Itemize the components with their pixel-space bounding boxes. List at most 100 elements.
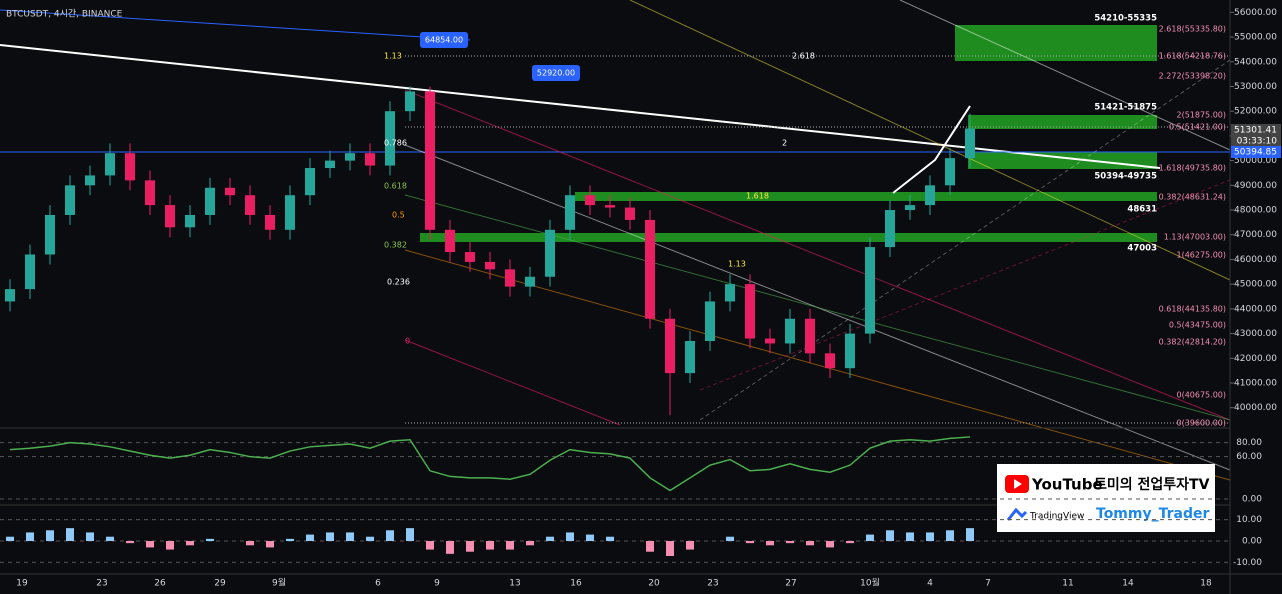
candle-body [545, 229, 555, 277]
x-tick-label: 20 [648, 579, 660, 589]
candle-body [345, 153, 355, 161]
y-tick-label: 46000.00 [1234, 255, 1277, 265]
fib-left-label: 0.382 [384, 241, 407, 250]
macd-bar [566, 532, 574, 541]
candle-body [705, 301, 715, 341]
macd-bar [906, 532, 914, 541]
candle-body [45, 214, 55, 255]
macd-bar [426, 541, 434, 550]
channel [404, 89, 1231, 421]
macd-bar [466, 541, 474, 552]
candle-body [385, 111, 395, 166]
candle-body [925, 185, 935, 206]
fib-label: 0.382(42814.20) [1159, 338, 1226, 347]
candle-body [65, 185, 75, 215]
candle-body [145, 180, 155, 206]
macd-bar [46, 530, 54, 541]
zone [420, 233, 1157, 242]
zone-label: 47003 [1127, 244, 1157, 254]
macd-bar [746, 541, 754, 544]
candle-body [845, 333, 855, 369]
macd-bar [446, 541, 454, 554]
y-tick-label: 54000.00 [1234, 57, 1277, 67]
zone-label: 48631 [1127, 205, 1157, 215]
candle-body [825, 353, 835, 369]
candle-body [245, 195, 255, 215]
channel [404, 194, 1231, 421]
fib-label: 1(46275.00) [1176, 251, 1226, 260]
candle-body [485, 261, 495, 270]
x-tick-label: 9 [434, 579, 440, 589]
macd-bar [146, 541, 154, 548]
handle: Tommy_Trader [1096, 506, 1209, 522]
zone-label: 54210-55335 [1094, 14, 1157, 24]
fib-label: 0.618(44135.80) [1159, 305, 1226, 314]
zone [968, 115, 1157, 129]
candle-body [365, 153, 375, 166]
callout-bg [532, 65, 580, 81]
macd-bar [186, 541, 194, 546]
macd-bar [846, 541, 854, 544]
y-tick-label: 45000.00 [1234, 280, 1277, 290]
fib-left-label: 1.13 [384, 52, 402, 61]
zone [575, 192, 1157, 201]
candle-body [965, 128, 975, 159]
macd-bar [646, 541, 654, 552]
fib-label: 1.13(47003.00) [1164, 233, 1226, 242]
zone [968, 152, 1157, 169]
y-tick-label: 47000.00 [1234, 230, 1277, 240]
candle-body [665, 318, 675, 374]
candle-body [445, 229, 455, 253]
youtube: YouTube [1031, 476, 1103, 494]
arrow [892, 105, 971, 194]
fib-label: 2(51875.00) [1176, 111, 1226, 120]
fib-label: 2.618(55335.80) [1159, 25, 1226, 34]
y-tick-label: 50000.00 [1234, 156, 1277, 166]
macd-bar [866, 534, 874, 541]
macd-bar [26, 532, 34, 541]
x-tick-label: 26 [154, 579, 166, 589]
candle-body [605, 205, 615, 208]
macd-bar [666, 541, 674, 556]
callout: 64854.00 [425, 36, 463, 45]
x-tick-label: 7 [985, 579, 991, 589]
macd-bar [486, 541, 494, 550]
macd-bar [106, 536, 114, 541]
macd-tick-label: 10.00 [1236, 515, 1262, 525]
fib-label: 1.618(49735.80) [1159, 164, 1226, 173]
candle-body [305, 168, 315, 196]
candle-body [125, 153, 135, 181]
candle-body [625, 207, 635, 220]
x-tick-label: 9월 [272, 577, 286, 589]
y-tick-label: 53000.00 [1234, 82, 1277, 92]
macd-bar [366, 536, 374, 541]
channel [899, 0, 1231, 151]
y-tick-label: 44000.00 [1234, 304, 1277, 314]
x-tick-label: 16 [570, 579, 582, 589]
channel [404, 249, 1231, 481]
chart-title: BTCUSDT, 4시간, BINANCE [6, 9, 123, 20]
macd-bar [526, 541, 534, 546]
candle-body [685, 340, 695, 374]
y-tick-label: 48000.00 [1234, 206, 1277, 216]
fib-label: 0(39600.00) [1176, 419, 1226, 428]
candle-body [405, 91, 415, 112]
candle-body [865, 247, 875, 334]
y-tick-label: 55000.00 [1234, 33, 1277, 43]
trendline [0, 9, 471, 41]
macd-bar [86, 532, 94, 541]
candle-body [525, 276, 535, 287]
channel [404, 339, 621, 426]
fib-left-label: 0.618 [384, 182, 407, 191]
fib-left-label: 0.786 [384, 139, 407, 148]
macd-bar [246, 541, 254, 546]
x-tick-label: 14 [1122, 579, 1134, 589]
osc-line [9, 436, 971, 492]
x-tick-label: 10월 [860, 577, 880, 589]
play-icon [1014, 479, 1022, 489]
candle-body [725, 284, 735, 302]
candle-body [945, 158, 955, 186]
fib-left-label: 0 [405, 337, 410, 346]
x-tick-label: 18 [1200, 579, 1212, 589]
